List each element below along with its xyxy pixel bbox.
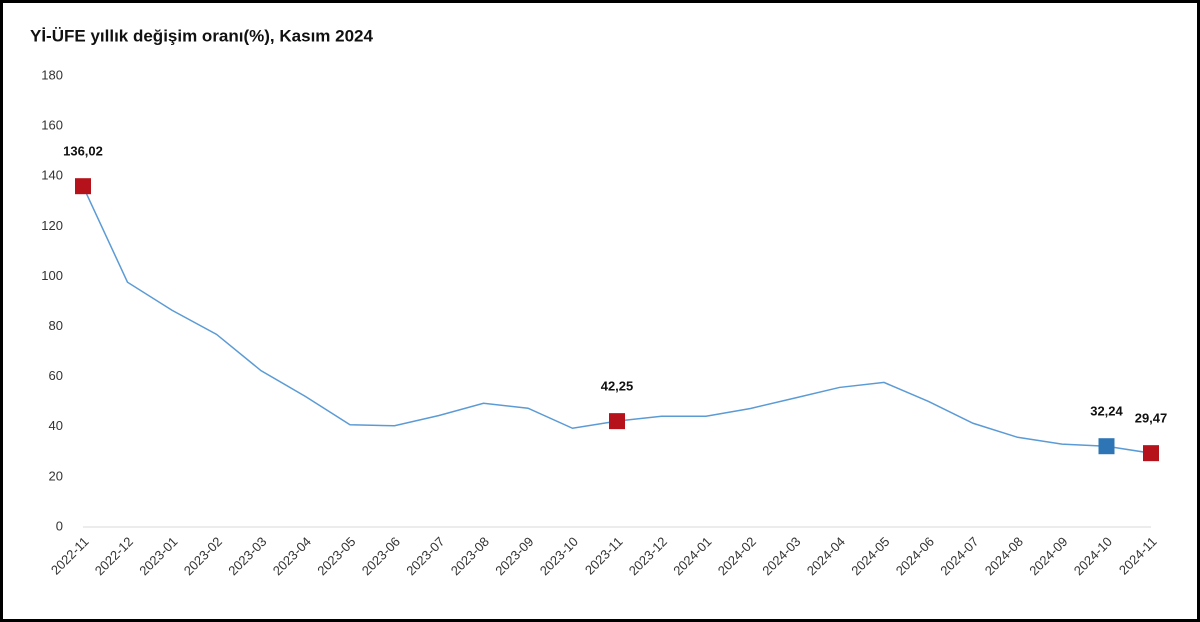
y-tick-label: 0	[56, 518, 63, 533]
marker	[609, 413, 625, 430]
data-label: 29,47	[1135, 411, 1168, 426]
chart-title: Yİ-ÜFE yıllık değişim oranı(%), Kasım 20…	[30, 26, 373, 45]
y-tick-label: 140	[41, 168, 63, 183]
y-tick-label: 160	[41, 118, 63, 133]
y-tick-label: 100	[41, 268, 63, 283]
marker	[1143, 445, 1159, 462]
y-tick-label: 40	[49, 418, 63, 433]
data-label: 42,25	[601, 379, 634, 394]
data-label: 32,24	[1090, 404, 1123, 419]
marker	[75, 178, 91, 195]
data-label: 136,02	[63, 144, 103, 159]
y-tick-label: 60	[49, 368, 63, 383]
marker	[1098, 438, 1115, 455]
y-tick-label: 20	[49, 468, 63, 483]
y-tick-label: 120	[41, 218, 63, 233]
y-tick-label: 80	[49, 318, 63, 333]
y-tick-label: 180	[41, 67, 63, 82]
